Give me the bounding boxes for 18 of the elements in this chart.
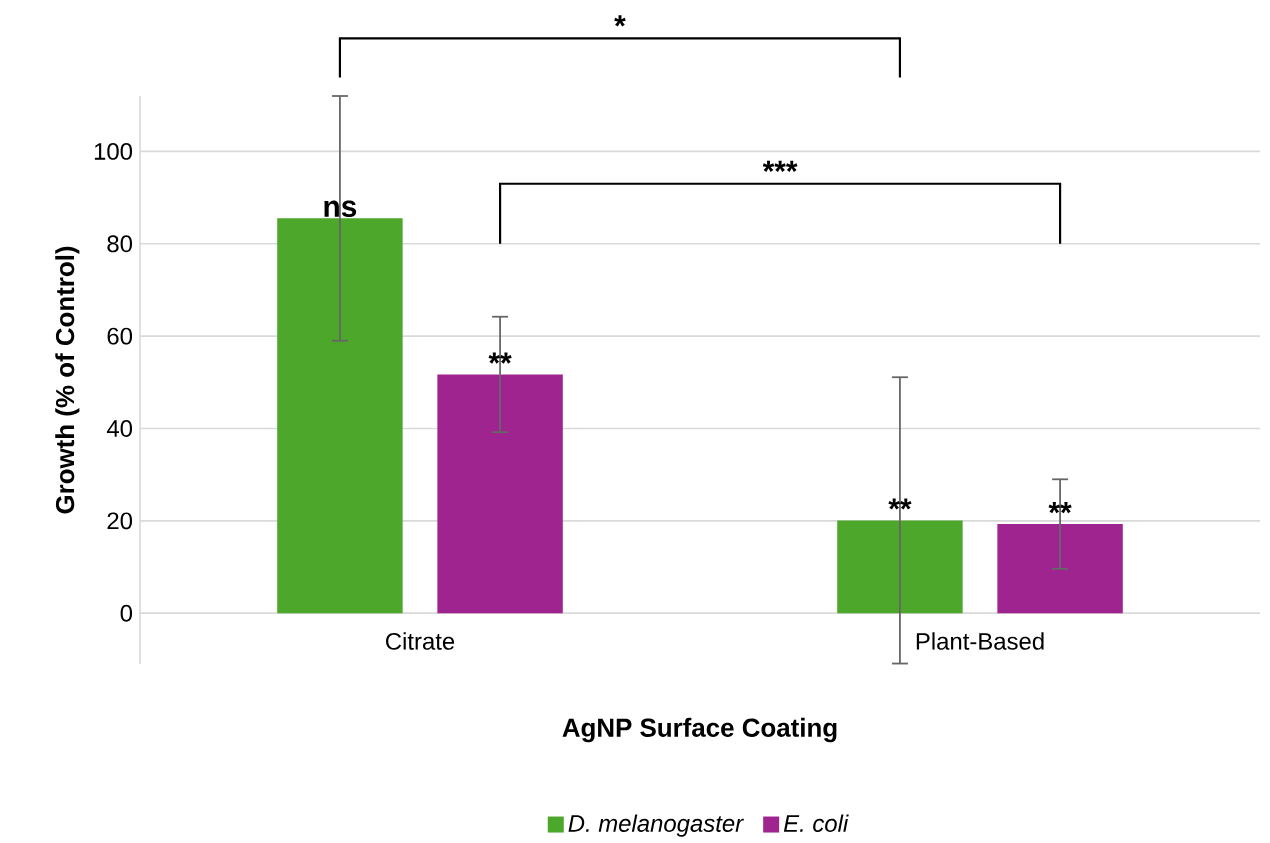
legend-label: D. melanogaster (568, 814, 744, 837)
legend-label: E. coli (783, 814, 849, 833)
y-tick-label: 100 (94, 143, 133, 161)
x-tick-label: Plant-Based (916, 632, 1044, 650)
bar (277, 218, 403, 614)
x-tick-label: Citrate (386, 632, 455, 650)
bar (997, 524, 1123, 614)
y-tick-label: 80 (107, 235, 133, 253)
y-tick-label: 20 (107, 512, 133, 530)
annotation: *** (762, 160, 798, 173)
text: * (614, 15, 626, 27)
bar (437, 374, 563, 614)
y-tick-label: 60 (107, 327, 133, 345)
y-tick-label: 40 (106, 420, 133, 438)
y-tick-label: 0 (120, 604, 133, 622)
y-axis-title: Growth (% of Control) (55, 246, 80, 514)
x-axis-title: AgNP Surface Coating (562, 718, 837, 743)
bar (837, 520, 963, 614)
